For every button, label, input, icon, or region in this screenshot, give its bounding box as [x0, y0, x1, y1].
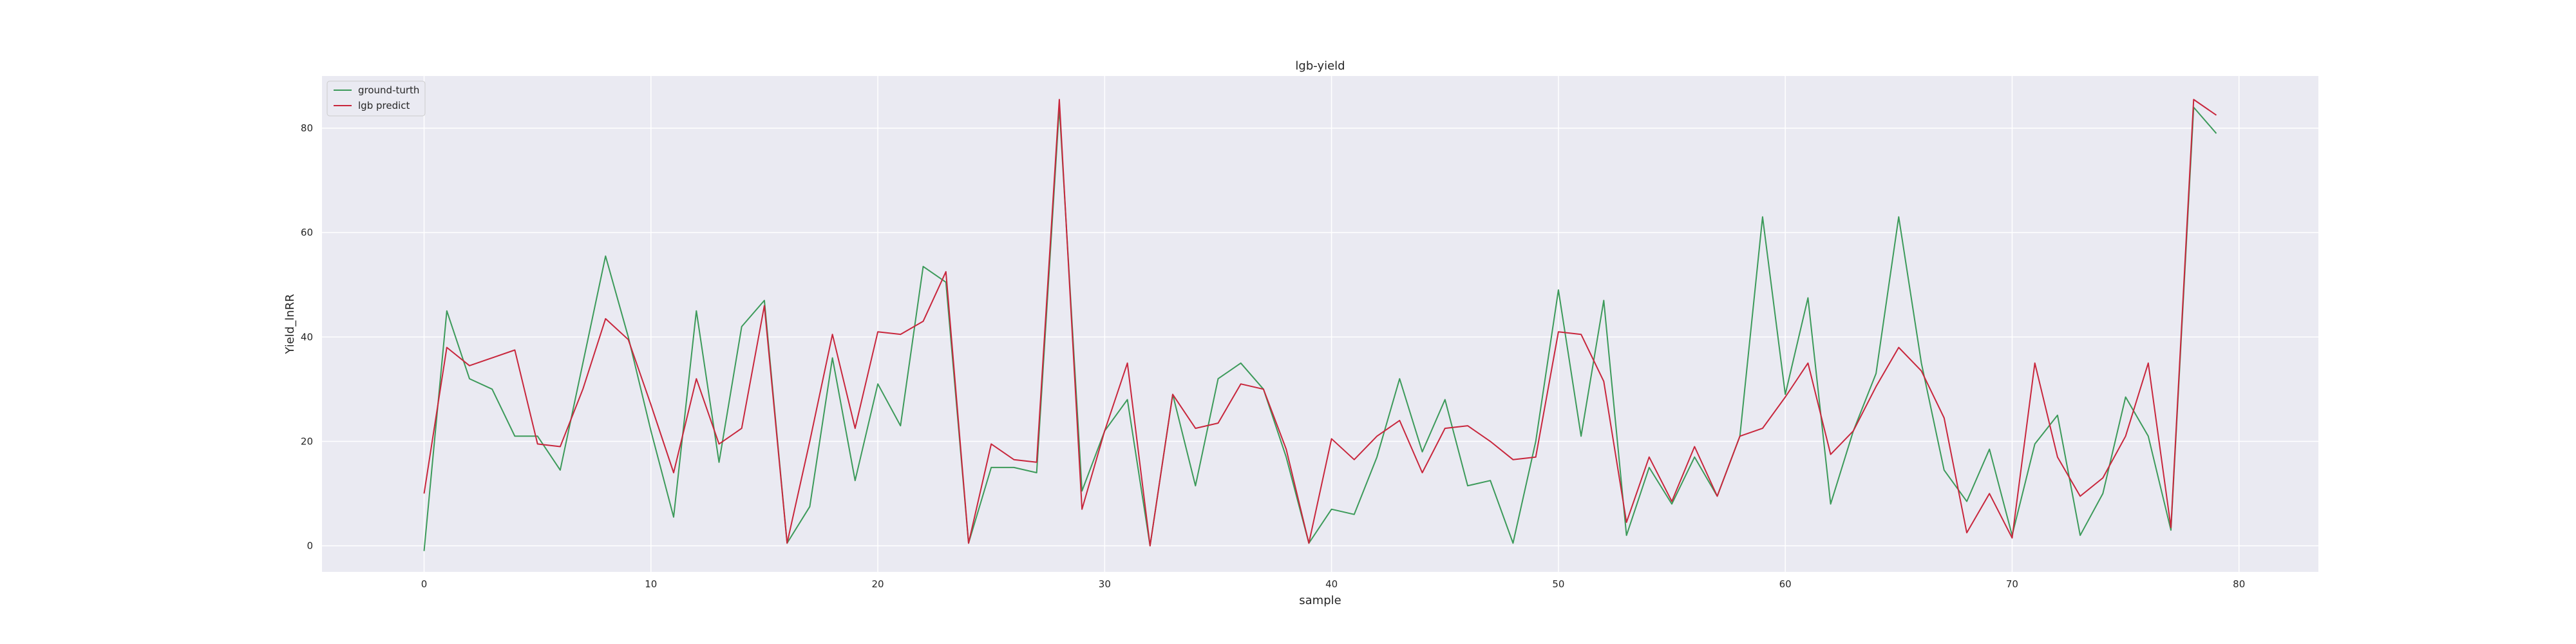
x-tick-label: 0	[421, 578, 428, 590]
x-tick-label: 40	[1325, 578, 1338, 590]
x-tick-label: 60	[1779, 578, 1792, 590]
x-tick-label: 30	[1099, 578, 1111, 590]
x-tick-label: 10	[645, 578, 657, 590]
x-tick-label: 20	[872, 578, 884, 590]
series-line-lgb-predict	[423, 99, 2217, 547]
x-axis-label: sample	[1299, 594, 1341, 607]
series-line-ground-truth	[423, 106, 2217, 551]
plot-background	[322, 76, 2318, 572]
y-tick-label: 0	[307, 540, 313, 551]
x-tick-label: 70	[2006, 578, 2018, 590]
legend-label-lgb-predict: lgb predict	[358, 100, 410, 111]
y-tick-label: 40	[301, 331, 313, 343]
y-tick-label: 60	[301, 227, 313, 238]
y-tick-label: 20	[301, 435, 313, 447]
x-tick-label: 50	[1552, 578, 1564, 590]
legend-label-ground-truth: ground-turth	[358, 84, 419, 96]
chart-title: lgb-yield	[1295, 59, 1345, 73]
series-lines	[423, 99, 2217, 551]
legend: ground-turth lgb predict	[327, 80, 426, 117]
x-tick-label: 80	[2233, 578, 2245, 590]
tick-labels: 0 10 20 30 40 50 60 70 80 0 20 40 60 80	[301, 122, 2245, 590]
y-axis-label: Yield_lnRR	[283, 294, 297, 354]
y-tick-label: 80	[301, 122, 313, 134]
grid-lines	[322, 76, 2318, 572]
